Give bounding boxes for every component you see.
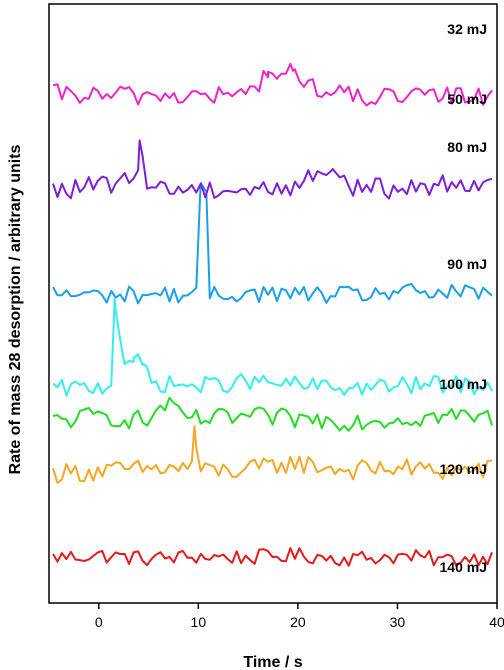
x-axis-title: Time / s (243, 654, 302, 670)
plot-area-border (48, 3, 498, 604)
series-label-layer: 32 mJ 50 mJ 80 mJ 90 mJ 100 mJ 120 mJ 140 mJ (440, 21, 487, 575)
series-line-100-mj (52, 182, 493, 305)
series-label: 50 mJ (447, 91, 487, 107)
series-line-90-mj (52, 298, 493, 397)
series-label: 32 mJ (447, 21, 487, 37)
series-line-140-mj (52, 62, 493, 107)
plot-frame (48, 3, 498, 604)
x-tick-label: 10 (191, 614, 207, 630)
series-line-32-mj (52, 547, 493, 567)
x-tick-layer: 0 10 20 30 40 (95, 603, 504, 630)
x-tick-label: 20 (290, 614, 306, 630)
x-tick-label: 30 (390, 614, 406, 630)
series-label: 100 mJ (440, 376, 487, 392)
series-label: 140 mJ (440, 559, 487, 575)
series-label: 80 mJ (447, 139, 487, 155)
x-tick-label: 0 (95, 614, 103, 630)
series-layer (52, 62, 493, 567)
series-line-80-mj (52, 396, 493, 432)
y-axis-title: Rate of mass 28 desorption / arbitrary u… (7, 144, 24, 474)
series-line-50-mj (52, 425, 493, 484)
series-line-120-mj (52, 139, 493, 200)
x-tick-label: 40 (489, 614, 504, 630)
series-label: 90 mJ (447, 256, 487, 272)
series-label: 120 mJ (440, 461, 487, 477)
